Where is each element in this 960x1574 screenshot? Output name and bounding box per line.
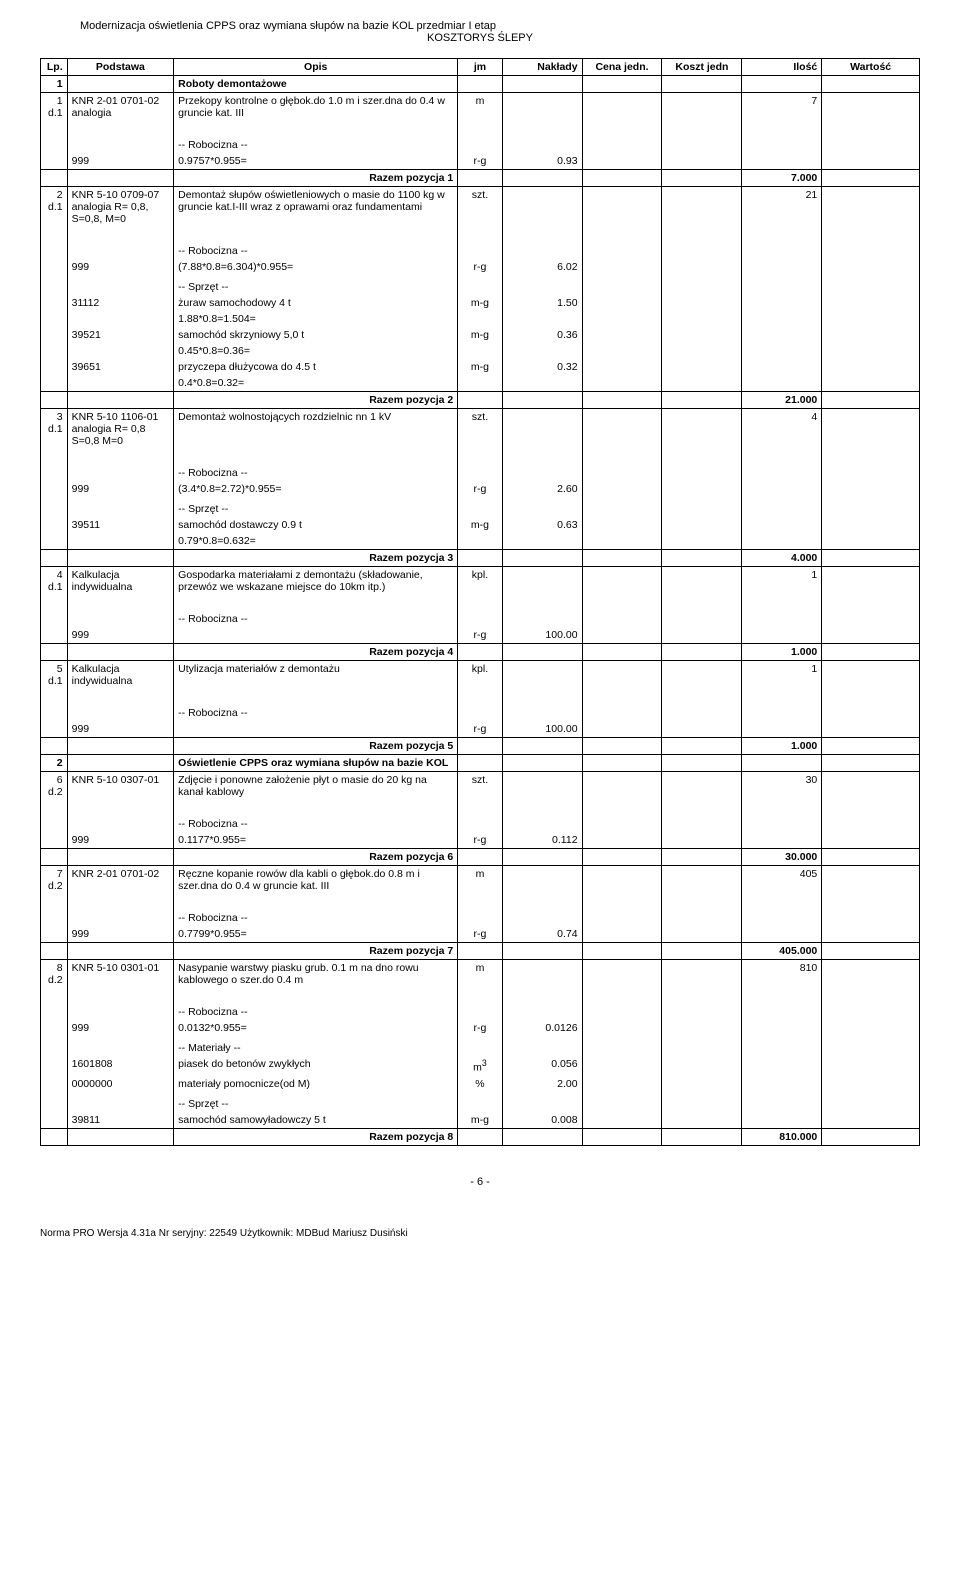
col-jm: jm (458, 59, 502, 76)
razem-row: Razem pozycja 3 4.000 (41, 550, 920, 567)
spacer-row (41, 449, 920, 465)
sub-row: 0000000 materiały pomocnicze(od M) % 2.0… (41, 1076, 920, 1092)
sub-row: -- Sprzęt -- (41, 279, 920, 295)
sub-row: -- Robocizna -- (41, 1004, 920, 1020)
col-koszt: Koszt jedn (662, 59, 742, 76)
col-lp: Lp. (41, 59, 68, 76)
sub-row: 999 (7.88*0.8=6.304)*0.955= r-g 6.02 (41, 259, 920, 275)
sub-row: 0.45*0.8=0.36= (41, 343, 920, 359)
sub-row: 999 0.9757*0.955= r-g 0.93 (41, 153, 920, 170)
table-row: 7d.2 KNR 2-01 0701-02 Ręczne kopanie row… (41, 866, 920, 895)
sub-row: 999 r-g 100.00 (41, 721, 920, 738)
spacer-row (41, 595, 920, 611)
table-row: 8d.2 KNR 5-10 0301-01 Nasypanie warstwy … (41, 960, 920, 989)
footer: Norma PRO Wersja 4.31a Nr seryjny: 22549… (40, 1228, 920, 1239)
spacer-row (41, 988, 920, 1004)
sub-row: -- Materiały -- (41, 1040, 920, 1056)
sub-row: -- Sprzęt -- (41, 501, 920, 517)
sub-row: 1.88*0.8=1.504= (41, 311, 920, 327)
sub-row: -- Robocizna -- (41, 816, 920, 832)
sub-row: 999 0.7799*0.955= r-g 0.74 (41, 926, 920, 943)
col-podstawa: Podstawa (67, 59, 174, 76)
footer-text: Norma PRO Wersja 4.31a Nr seryjny: 22549… (40, 1228, 408, 1239)
sub-row: 1601808 piasek do betonów zwykłych m3 0.… (41, 1056, 920, 1076)
doc-title: Modernizacja oświetlenia CPPS oraz wymia… (40, 20, 920, 32)
sub-row: -- Robocizna -- (41, 465, 920, 481)
sub-row: 39651 przyczepa dłużycowa do 4.5 t m-g 0… (41, 359, 920, 375)
sub-row: 999 0.0132*0.955= r-g 0.0126 (41, 1020, 920, 1036)
sub-row: 39521 samochód skrzyniowy 5,0 t m-g 0.36 (41, 327, 920, 343)
sub-row: 999 r-g 100.00 (41, 627, 920, 644)
spacer-row (41, 227, 920, 243)
table-row: 6d.2 KNR 5-10 0307-01 Zdjęcie i ponowne … (41, 772, 920, 801)
sub-row: -- Robocizna -- (41, 137, 920, 153)
razem-row: Razem pozycja 2 21.000 (41, 392, 920, 409)
sub-row: 39811 samochód samowyładowczy 5 t m-g 0.… (41, 1112, 920, 1129)
razem-row: Razem pozycja 4 1.000 (41, 644, 920, 661)
sub-row: -- Robocizna -- (41, 705, 920, 721)
col-opis: Opis (174, 59, 458, 76)
sub-row: -- Sprzęt -- (41, 1096, 920, 1112)
section-row: 2Oświetlenie CPPS oraz wymiana słupów na… (41, 755, 920, 772)
table-row: 1d.1 KNR 2-01 0701-02 analogia Przekopy … (41, 93, 920, 122)
razem-row: Razem pozycja 8 810.000 (41, 1128, 920, 1145)
razem-row: Razem pozycja 6 30.000 (41, 849, 920, 866)
spacer-row (41, 800, 920, 816)
razem-row: Razem pozycja 7 405.000 (41, 943, 920, 960)
razem-row: Razem pozycja 1 7.000 (41, 170, 920, 187)
sub-row: 0.79*0.8=0.632= (41, 533, 920, 550)
sub-row: 39511 samochód dostawczy 0.9 t m-g 0.63 (41, 517, 920, 533)
page-number: - 6 - (40, 1176, 920, 1188)
table-row: 3d.1 KNR 5-10 1106-01 analogia R= 0,8 S=… (41, 409, 920, 450)
col-cena: Cena jedn. (582, 59, 662, 76)
sub-row: 0.4*0.8=0.32= (41, 375, 920, 392)
spacer-row (41, 121, 920, 137)
sub-row: -- Robocizna -- (41, 611, 920, 627)
sub-row: 999 0.1177*0.955= r-g 0.112 (41, 832, 920, 849)
col-wartosc: Wartość (822, 59, 920, 76)
razem-row: Razem pozycja 5 1.000 (41, 738, 920, 755)
sub-row: 999 (3.4*0.8=2.72)*0.955= r-g 2.60 (41, 481, 920, 497)
sub-row: -- Robocizna -- (41, 243, 920, 259)
sub-row: 31112 żuraw samochodowy 4 t m-g 1.50 (41, 295, 920, 311)
table-row: 2d.1 KNR 5-10 0709-07 analogia R= 0,8, S… (41, 187, 920, 228)
sub-row: -- Robocizna -- (41, 910, 920, 926)
section-row: 1Roboty demontażowe (41, 76, 920, 93)
cost-table: Lp. Podstawa Opis jm Nakłady Cena jedn. … (40, 58, 920, 1146)
table-header-row: Lp. Podstawa Opis jm Nakłady Cena jedn. … (41, 59, 920, 76)
table-row: 4d.1 Kalkulacja indywidualna Gospodarka … (41, 567, 920, 596)
doc-subtitle: KOSZTORYS ŚLEPY (40, 32, 920, 44)
col-naklady: Nakłady (502, 59, 582, 76)
spacer-row (41, 689, 920, 705)
col-ilosc: Ilość (742, 59, 822, 76)
spacer-row (41, 894, 920, 910)
table-row: 5d.1 Kalkulacja indywidualna Utylizacja … (41, 661, 920, 690)
